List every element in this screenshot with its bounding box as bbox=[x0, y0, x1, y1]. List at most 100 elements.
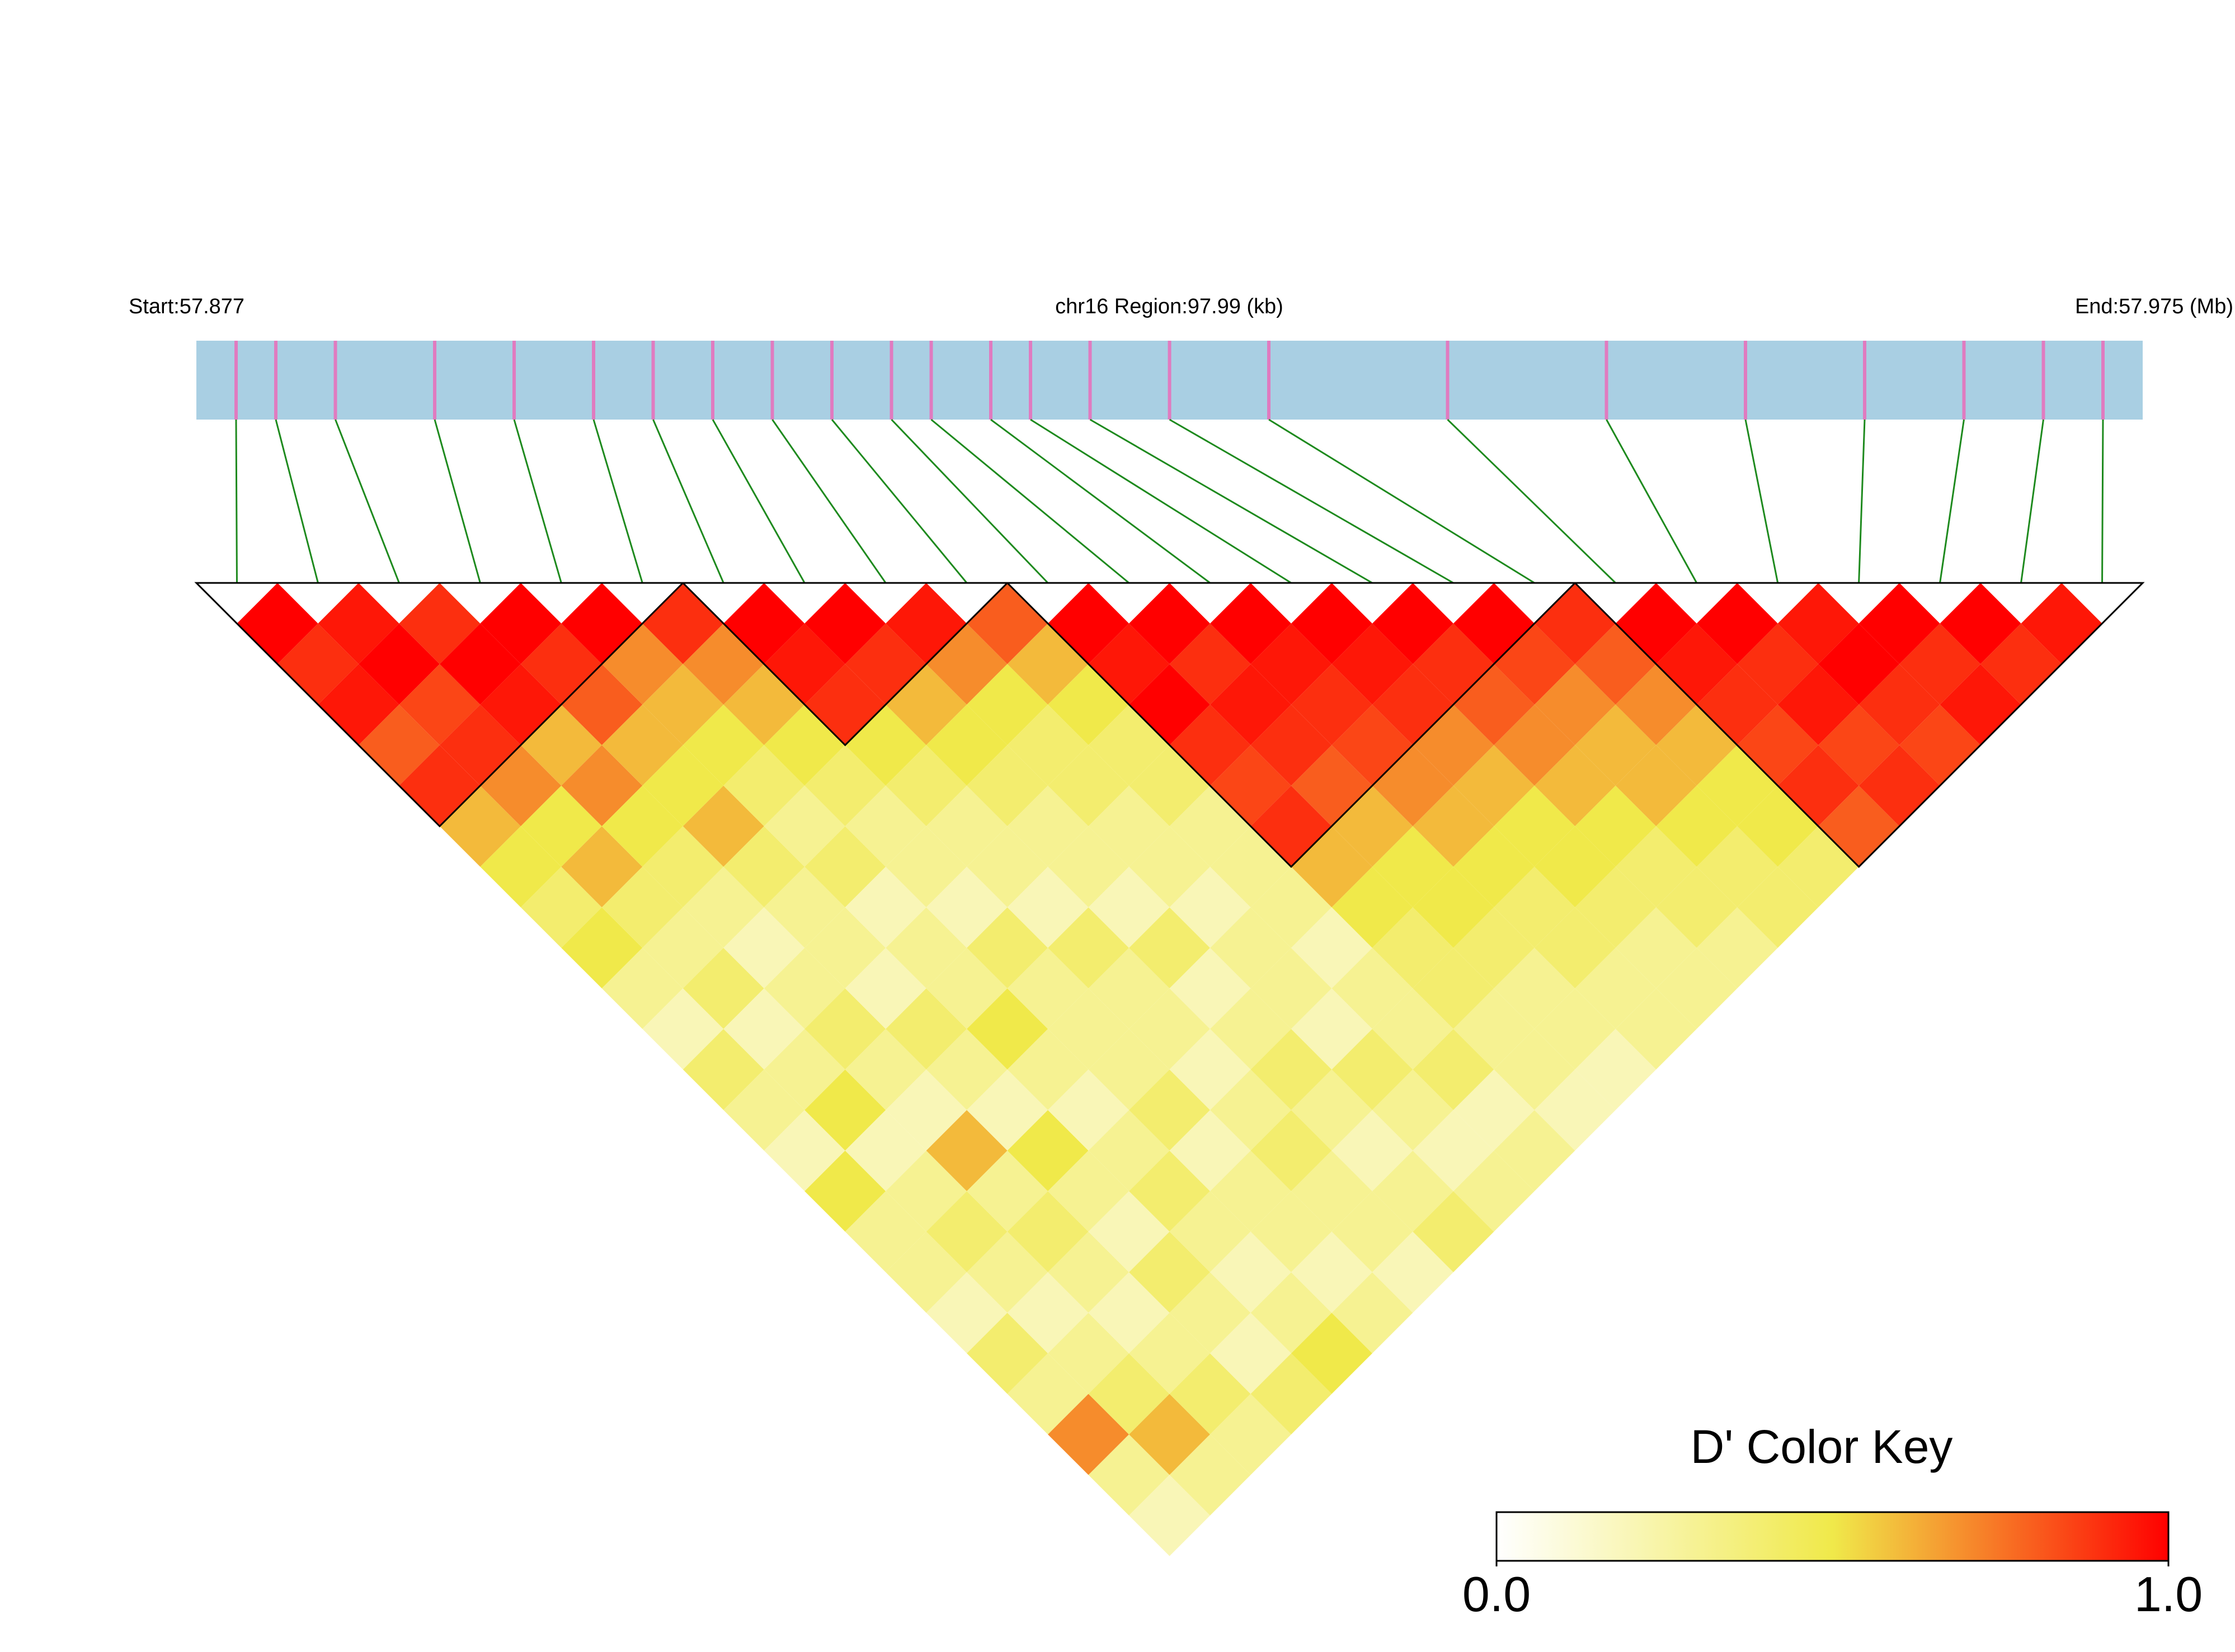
ld-cell bbox=[1007, 948, 1089, 1029]
ld-cell bbox=[1656, 785, 1738, 867]
ld-cell bbox=[1129, 1150, 1210, 1232]
ld-cell bbox=[967, 1150, 1048, 1232]
ld-cell bbox=[1615, 663, 1697, 745]
ld-cell bbox=[1250, 785, 1332, 867]
snp-link bbox=[930, 418, 1130, 584]
ld-cell bbox=[1372, 1231, 1453, 1313]
ld-cell bbox=[1169, 1434, 1251, 1516]
snp-link bbox=[335, 419, 400, 583]
ld-cell bbox=[1129, 988, 1210, 1070]
ld-cell bbox=[1737, 704, 1819, 786]
ld-cell bbox=[480, 826, 562, 907]
ld-cell bbox=[1858, 663, 1940, 745]
snp-link bbox=[513, 419, 562, 583]
ld-cell bbox=[1291, 663, 1372, 745]
ld-cell bbox=[642, 745, 724, 826]
ld-cell bbox=[1737, 867, 1819, 948]
ld-cell bbox=[1615, 826, 1697, 907]
ld-cell bbox=[1737, 785, 1819, 867]
ld-cell bbox=[1858, 745, 1940, 826]
ld-cell bbox=[1656, 948, 1738, 1029]
ld-cell bbox=[358, 623, 440, 705]
ld-cell bbox=[1534, 907, 1616, 989]
ld-cell bbox=[1250, 867, 1332, 948]
snp-link bbox=[1858, 419, 1866, 583]
ld-cell bbox=[1291, 1312, 1372, 1394]
ld-cell bbox=[1250, 623, 1332, 705]
ld-cell bbox=[1331, 1191, 1413, 1273]
ld-cell bbox=[520, 785, 602, 867]
ld-cell bbox=[1858, 583, 1940, 664]
ld-cell bbox=[1250, 1110, 1332, 1192]
ld-cell bbox=[1169, 1272, 1251, 1354]
ld-cell bbox=[1250, 948, 1332, 1029]
ld-cell bbox=[1088, 1353, 1170, 1435]
ld-block bbox=[1573, 582, 2145, 868]
ld-cell bbox=[1007, 1191, 1089, 1273]
snp-link bbox=[1030, 418, 1292, 584]
ld-cell bbox=[1210, 1394, 1291, 1475]
ld-block bbox=[681, 582, 1010, 747]
ld-cell bbox=[1331, 704, 1413, 786]
snp-link bbox=[1606, 419, 1698, 583]
ld-cell bbox=[804, 1150, 886, 1232]
ld-cell bbox=[1331, 623, 1413, 705]
ld-cell bbox=[886, 745, 967, 826]
ld-cell bbox=[1250, 1272, 1332, 1354]
ld-cell bbox=[1088, 1434, 1170, 1516]
ld-cell bbox=[1210, 1312, 1291, 1394]
ld-cell bbox=[926, 1029, 1008, 1110]
ld-cell bbox=[1413, 1191, 1494, 1273]
snp-link bbox=[434, 419, 481, 583]
ld-cell bbox=[1210, 826, 1291, 907]
ld-cell bbox=[1737, 623, 1819, 705]
ld-cell bbox=[967, 663, 1048, 745]
ld-cell bbox=[1453, 745, 1535, 826]
ld-cell bbox=[1696, 583, 1778, 664]
ld-cell bbox=[967, 826, 1048, 907]
snp-link bbox=[990, 418, 1211, 584]
ld-cell bbox=[1007, 1110, 1089, 1192]
ld-cell bbox=[764, 1110, 845, 1192]
ld-cell bbox=[1575, 1029, 1657, 1110]
snp-link bbox=[2020, 419, 2044, 583]
ld-cell bbox=[926, 785, 1008, 867]
ld-cell bbox=[1007, 867, 1089, 948]
ld-cell bbox=[1494, 1110, 1575, 1192]
ld-cell bbox=[886, 1150, 967, 1232]
ld-cell bbox=[1372, 826, 1453, 907]
ld-cell bbox=[399, 663, 481, 745]
end-label: End:57.975 (Mb) bbox=[2075, 295, 2233, 318]
ld-cell bbox=[1129, 1475, 1210, 1556]
ld-cell bbox=[1129, 1231, 1210, 1313]
ld-cell bbox=[845, 948, 926, 1029]
ld-cell bbox=[1615, 745, 1697, 826]
ld-cell bbox=[1210, 1231, 1291, 1313]
snp-link bbox=[771, 419, 887, 583]
ld-cell bbox=[845, 1029, 926, 1110]
ld-cell bbox=[1007, 1353, 1089, 1435]
ld-cell bbox=[723, 907, 805, 989]
ld-cell bbox=[1372, 907, 1453, 989]
ld-cell bbox=[1494, 785, 1575, 867]
ld-cell bbox=[1372, 583, 1453, 664]
ld-cell bbox=[1007, 1029, 1089, 1110]
ld-cell bbox=[845, 1110, 926, 1192]
ld-cell bbox=[1210, 663, 1291, 745]
ld-cell bbox=[1777, 663, 1859, 745]
snp-link bbox=[891, 418, 1049, 584]
ld-cell bbox=[1048, 1394, 1130, 1475]
ld-cell bbox=[520, 867, 602, 948]
ld-cell bbox=[845, 785, 926, 867]
ld-cell bbox=[601, 867, 683, 948]
ld-cell bbox=[1453, 583, 1535, 664]
ld-block bbox=[194, 582, 685, 827]
ld-cell bbox=[1210, 1069, 1291, 1151]
ld-cell bbox=[642, 907, 724, 989]
ld-cell bbox=[886, 988, 967, 1070]
ld-cell bbox=[1940, 583, 2021, 664]
ld-cell bbox=[1818, 623, 1900, 705]
ld-cell bbox=[683, 1029, 764, 1110]
key-tick-label: 0.0 bbox=[1462, 1566, 1531, 1622]
